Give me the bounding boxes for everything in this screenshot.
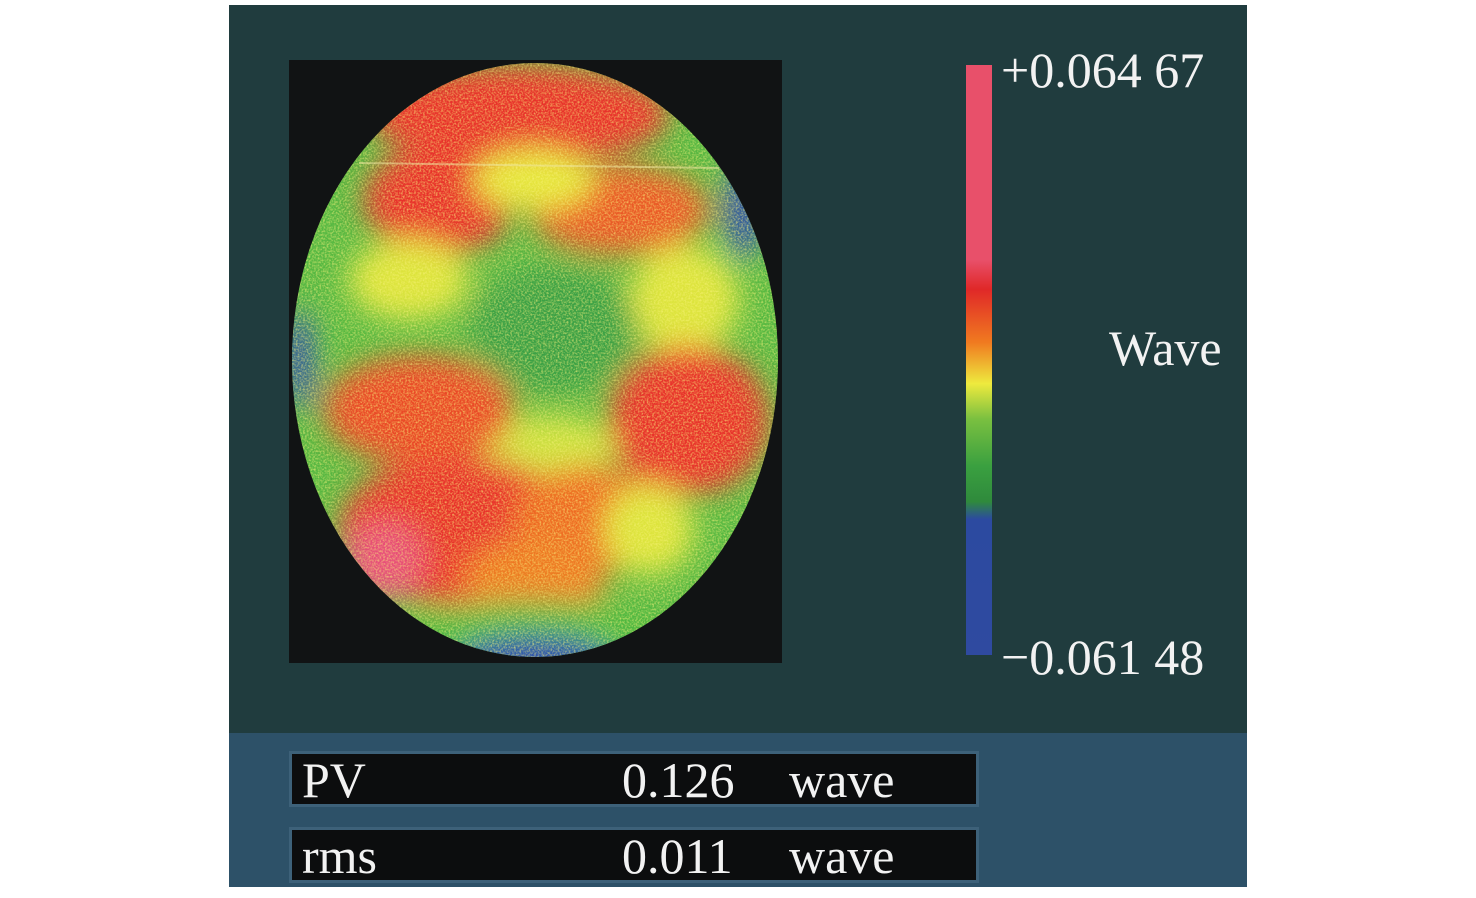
colorbar-max-label: +0.064 67 [1001, 42, 1205, 98]
colorbar-unit-label: Wave [1109, 320, 1222, 376]
statistics-panel: PV 0.126 wave rms 0.011 wave [229, 733, 1247, 887]
pv-label: PV [302, 752, 366, 808]
rms-value: 0.011 [622, 828, 733, 884]
rms-unit: wave [789, 828, 895, 884]
pv-unit: wave [789, 752, 895, 808]
pv-readout: PV 0.126 wave [289, 751, 979, 807]
pv-value: 0.126 [622, 752, 735, 808]
colorbar-min-label: −0.061 48 [1001, 629, 1205, 685]
rms-label: rms [302, 828, 377, 884]
interferogram-panel: +0.064 67 Wave −0.061 48 PV 0.126 wave r… [229, 5, 1247, 887]
wavefront-map-image [289, 60, 782, 663]
wavefront-map [289, 60, 782, 663]
rms-readout: rms 0.011 wave [289, 827, 979, 883]
colorbar-gradient [966, 65, 992, 655]
